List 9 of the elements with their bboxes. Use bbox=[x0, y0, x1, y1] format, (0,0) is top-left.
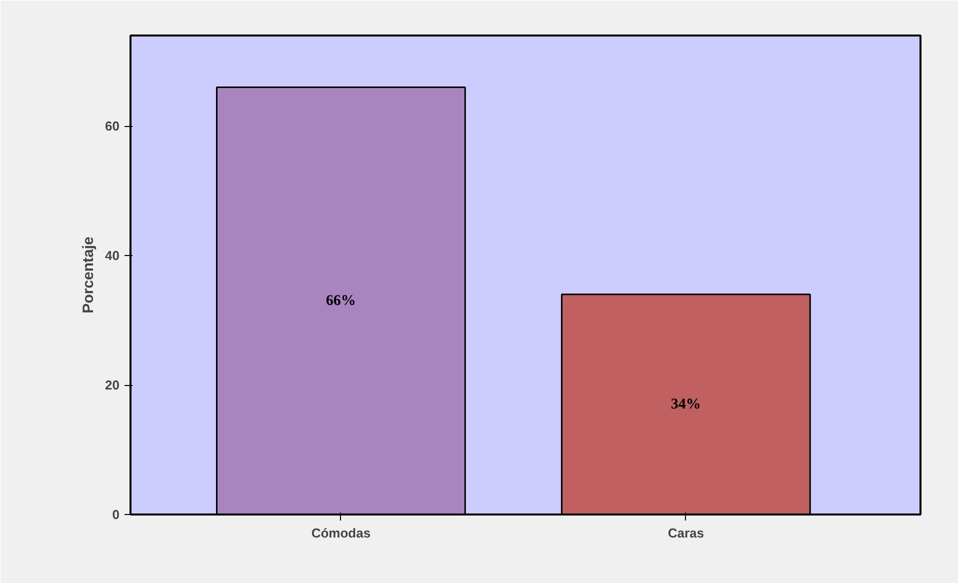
data-label: 34% bbox=[670, 396, 701, 412]
y-tick-label: 0 bbox=[112, 507, 120, 522]
x-tick-label: Cómodas bbox=[311, 526, 371, 540]
data-label: 66% bbox=[326, 292, 356, 309]
y-tick-label: 20 bbox=[105, 378, 120, 393]
y-axis-title: Porcentaje bbox=[80, 236, 98, 314]
y-tick-label: 40 bbox=[105, 248, 120, 264]
y-tick-label: 60 bbox=[105, 118, 120, 134]
x-tick-label: Caras bbox=[668, 526, 704, 540]
